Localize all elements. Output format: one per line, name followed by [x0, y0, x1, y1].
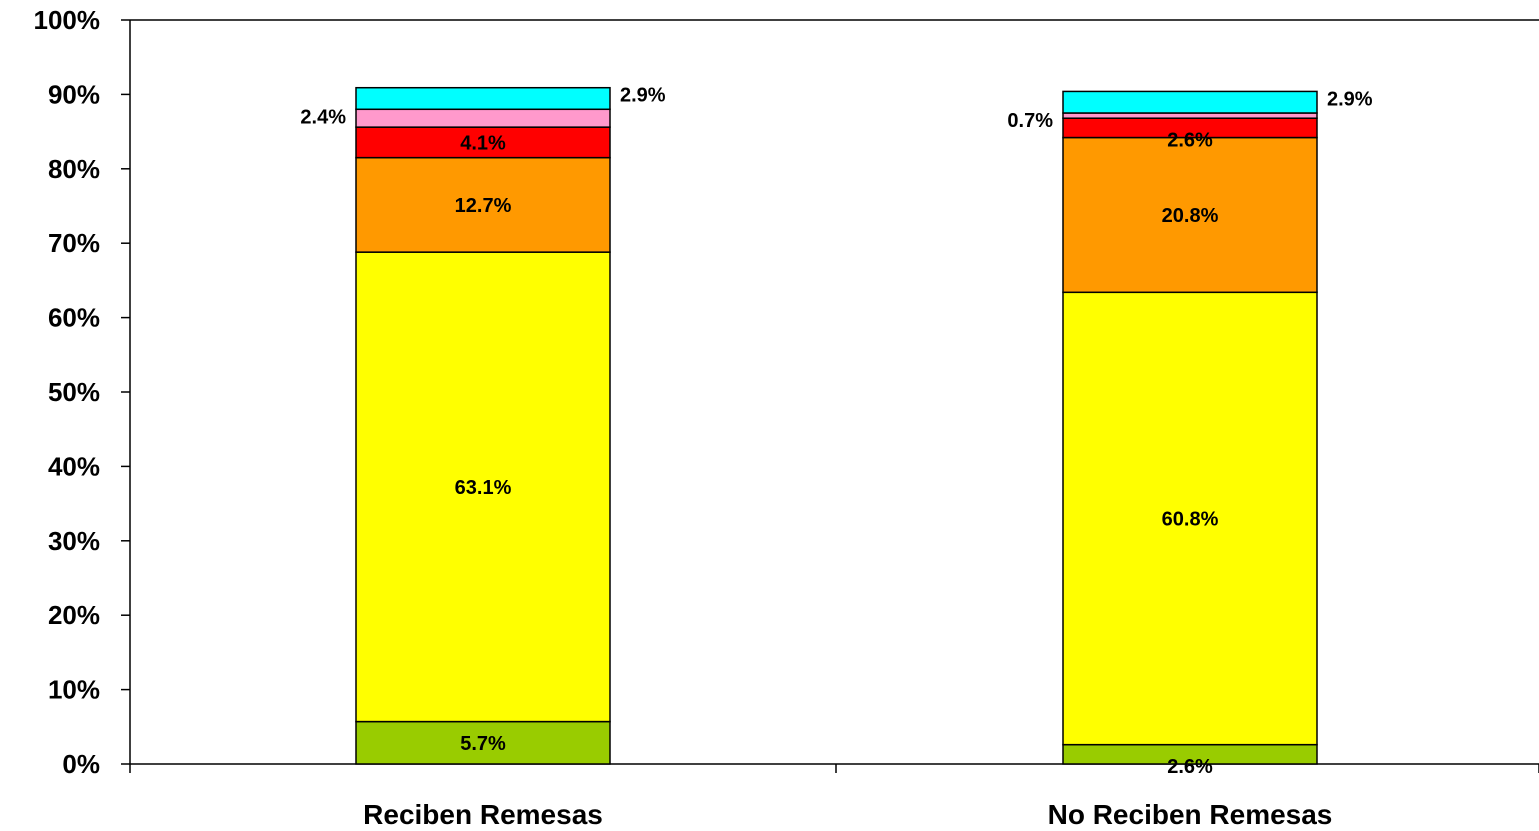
y-tick-label: 10% — [48, 675, 100, 705]
y-tick-label: 90% — [48, 79, 100, 109]
data-label: 0.7% — [1007, 110, 1053, 132]
x-category-label: No Reciben Remesas — [1048, 799, 1333, 830]
data-label: 2.6% — [1167, 756, 1213, 778]
y-tick-label: 80% — [48, 154, 100, 184]
data-label: 60.8% — [1162, 508, 1219, 530]
chart-data-labels: 5.7% 63.1% 12.7% 4.1% 2.4% 2.9% 2.6% 60.8% 20.8%… — [300, 85, 1372, 778]
y-tick-label: 30% — [48, 526, 100, 556]
x-category-label: Reciben Remesas — [363, 799, 603, 830]
data-label: 4.1% — [460, 132, 506, 154]
bar-segment — [355, 720, 611, 765]
chart-axes: 0% 10% 20% 30% 40% 50% 60% 70% 80% 90% 100% Reciben… — [34, 5, 1539, 830]
y-tick-label: 60% — [48, 303, 100, 333]
data-label: 2.6% — [1167, 130, 1213, 152]
bar-segment — [355, 108, 611, 128]
y-tick-label: 50% — [48, 377, 100, 407]
bar-segment — [1062, 90, 1318, 114]
data-label: 5.7% — [460, 733, 506, 755]
data-label: 12.7% — [455, 195, 512, 217]
y-tick-label: 0% — [62, 749, 100, 779]
data-label: 2.9% — [1327, 88, 1373, 110]
data-label: 2.9% — [620, 85, 666, 107]
bar-segment — [355, 86, 611, 111]
y-tick-label: 100% — [34, 5, 101, 35]
y-tick-label: 20% — [48, 600, 100, 630]
bar-segment — [355, 156, 611, 253]
chart-bars — [355, 86, 1318, 765]
data-label: 2.4% — [300, 106, 346, 128]
bar-segment — [355, 251, 611, 723]
bar-segment — [1062, 112, 1318, 119]
y-tick-label: 40% — [48, 451, 100, 481]
data-label: 63.1% — [455, 477, 512, 499]
bar-segment — [1062, 291, 1318, 746]
y-tick-label: 70% — [48, 228, 100, 258]
bar-segment — [355, 126, 611, 159]
data-label: 20.8% — [1162, 205, 1219, 227]
